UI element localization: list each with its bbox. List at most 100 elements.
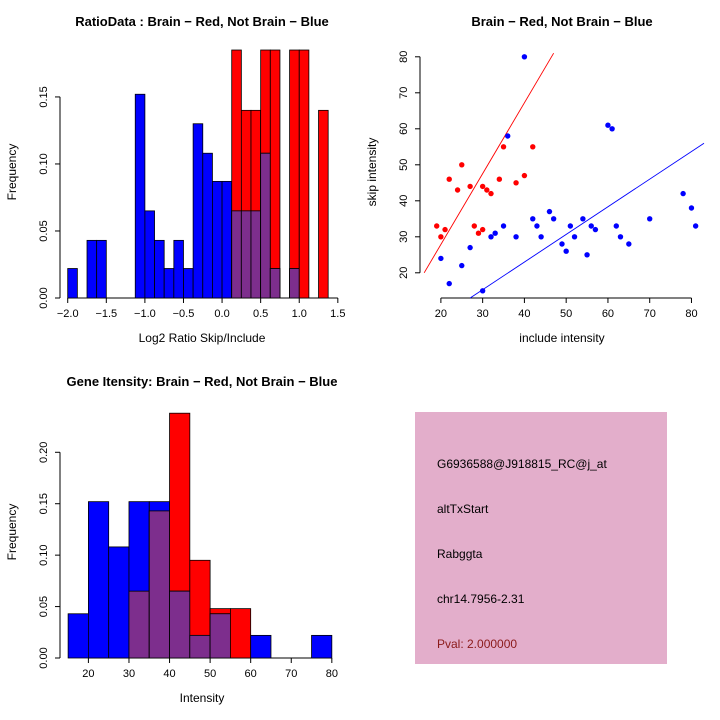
- hist-bar-blue: [108, 546, 130, 659]
- scatter-point-blue: [617, 234, 624, 240]
- scatter-point-blue: [609, 126, 615, 132]
- scatter-point-blue: [559, 241, 565, 247]
- scatter-point-blue: [500, 223, 507, 229]
- event-type-text: altTxStart: [437, 502, 489, 516]
- y-tick-label: 0.15: [38, 86, 50, 107]
- hist-bar-blue: [173, 239, 184, 299]
- scatter-point-blue: [521, 54, 528, 60]
- scatter-point-blue: [567, 223, 574, 229]
- scatter-point-red: [513, 180, 519, 186]
- y-axis-title: skip intensity: [365, 138, 379, 207]
- y-axis-title: Frequency: [5, 144, 19, 201]
- scatter-point-red: [530, 144, 536, 150]
- scatter-point-blue: [626, 241, 632, 247]
- x-tick-label: 0.5: [253, 308, 268, 320]
- hist-bar-blue: [67, 613, 89, 659]
- scatter-point-blue: [647, 216, 653, 222]
- scatter-point-blue: [688, 205, 695, 211]
- x-tick-label: 30: [477, 308, 489, 320]
- hist-bar-overlap: [128, 590, 150, 659]
- scatter-point-red: [434, 223, 440, 229]
- scatter-point-red: [479, 226, 486, 233]
- scatter-point-blue: [538, 234, 544, 240]
- chart-title: Gene Itensity: Brain − Red, Not Brain − …: [67, 374, 338, 389]
- x-tick-label: −2.0: [57, 308, 79, 320]
- scatter-point-red: [484, 187, 490, 193]
- scatter-point-blue: [446, 280, 452, 287]
- hist-bar-overlap: [240, 210, 252, 299]
- pval-text: Pval: 2.000000: [437, 637, 518, 651]
- hist-bar-blue: [221, 180, 233, 299]
- scatter-point-red: [459, 162, 465, 168]
- hist-bar-red: [298, 49, 310, 299]
- y-tick-label: 80: [398, 51, 410, 63]
- scatter-point-blue: [530, 216, 536, 222]
- hist-bar-blue: [311, 634, 333, 659]
- hist-bar-blue: [88, 501, 110, 659]
- gene-intensity-histogram-chart: Gene Itensity: Brain − Red, Not Brain − …: [5, 374, 338, 705]
- y-tick-label: 60: [398, 123, 410, 135]
- hist-bar-blue: [144, 210, 155, 299]
- y-tick-label: 0.05: [38, 596, 50, 617]
- x-tick-label: 50: [560, 308, 572, 320]
- y-tick-label: 20: [398, 267, 410, 279]
- fit-line-blue: [469, 142, 705, 299]
- y-axis-title: Frequency: [5, 504, 19, 561]
- x-tick-label: 80: [326, 668, 338, 680]
- hist-bar-overlap: [250, 210, 262, 299]
- y-tick-label: 0.15: [38, 493, 50, 514]
- y-tick-label: 0.10: [38, 544, 50, 565]
- y-tick-label: 0.00: [38, 647, 50, 668]
- scatter-point-blue: [492, 230, 498, 236]
- hist-bar-blue: [202, 152, 213, 299]
- scatter-point-blue: [588, 223, 594, 229]
- x-tick-label: 60: [245, 668, 257, 680]
- x-tick-label: 30: [123, 668, 135, 680]
- x-tick-label: 1.5: [330, 308, 345, 320]
- hist-bar-blue: [86, 239, 98, 299]
- scatter-point-red: [446, 176, 452, 182]
- scatter-point-red: [521, 172, 528, 179]
- scatter-point-red: [496, 176, 503, 182]
- y-tick-label: 70: [398, 87, 410, 99]
- hist-bar-red: [269, 49, 281, 299]
- x-tick-label: 20: [435, 308, 447, 320]
- scatter-point-blue: [592, 226, 599, 233]
- scatter-point-blue: [563, 248, 569, 254]
- scatter-point-blue: [680, 190, 686, 197]
- ratio-histogram-chart: RatioData : Brain − Red, Not Brain − Blu…: [5, 14, 345, 345]
- y-tick-label: 0.20: [38, 442, 50, 463]
- hist-bar-red: [289, 49, 300, 299]
- hist-bar-overlap: [269, 268, 281, 299]
- hist-bar-overlap: [189, 634, 211, 659]
- x-tick-label: 70: [644, 308, 656, 320]
- hist-bar-red: [318, 109, 329, 299]
- y-tick-label: 0.10: [38, 153, 50, 174]
- scatter-point-blue: [613, 223, 619, 229]
- locus-text: chr14.7956-2.31: [437, 592, 525, 606]
- scatter-point-red: [442, 226, 448, 233]
- chart-title: Brain − Red, Not Brain − Blue: [471, 14, 652, 29]
- x-tick-label: 50: [204, 668, 216, 680]
- scatter-point-blue: [692, 223, 699, 229]
- y-tick-label: 30: [398, 231, 410, 243]
- x-tick-label: 0.0: [214, 308, 229, 320]
- scatter-point-red: [438, 234, 444, 240]
- scatter-point-red: [471, 223, 477, 229]
- gene-info-box: G6936588@J918815_RC@j_at altTxStart Rabg…: [415, 412, 667, 664]
- scatter-point-blue: [546, 208, 553, 215]
- hist-bar-overlap: [231, 210, 242, 299]
- scatter-point-blue: [479, 288, 486, 294]
- scatter-point-red: [475, 230, 482, 236]
- hist-bar-overlap: [169, 590, 191, 659]
- hist-bar-red: [229, 608, 252, 659]
- scatter-point-blue: [580, 216, 586, 222]
- scatter-point-red: [454, 187, 461, 193]
- hist-bar-blue: [67, 268, 78, 299]
- x-tick-label: −0.5: [173, 308, 195, 320]
- x-tick-label: 40: [163, 668, 175, 680]
- probe-id-text: G6936588@J918815_RC@j_at: [437, 457, 607, 471]
- x-tick-label: 80: [685, 308, 697, 320]
- gene-info-panel: G6936588@J918815_RC@j_at altTxStart Rabg…: [360, 360, 720, 720]
